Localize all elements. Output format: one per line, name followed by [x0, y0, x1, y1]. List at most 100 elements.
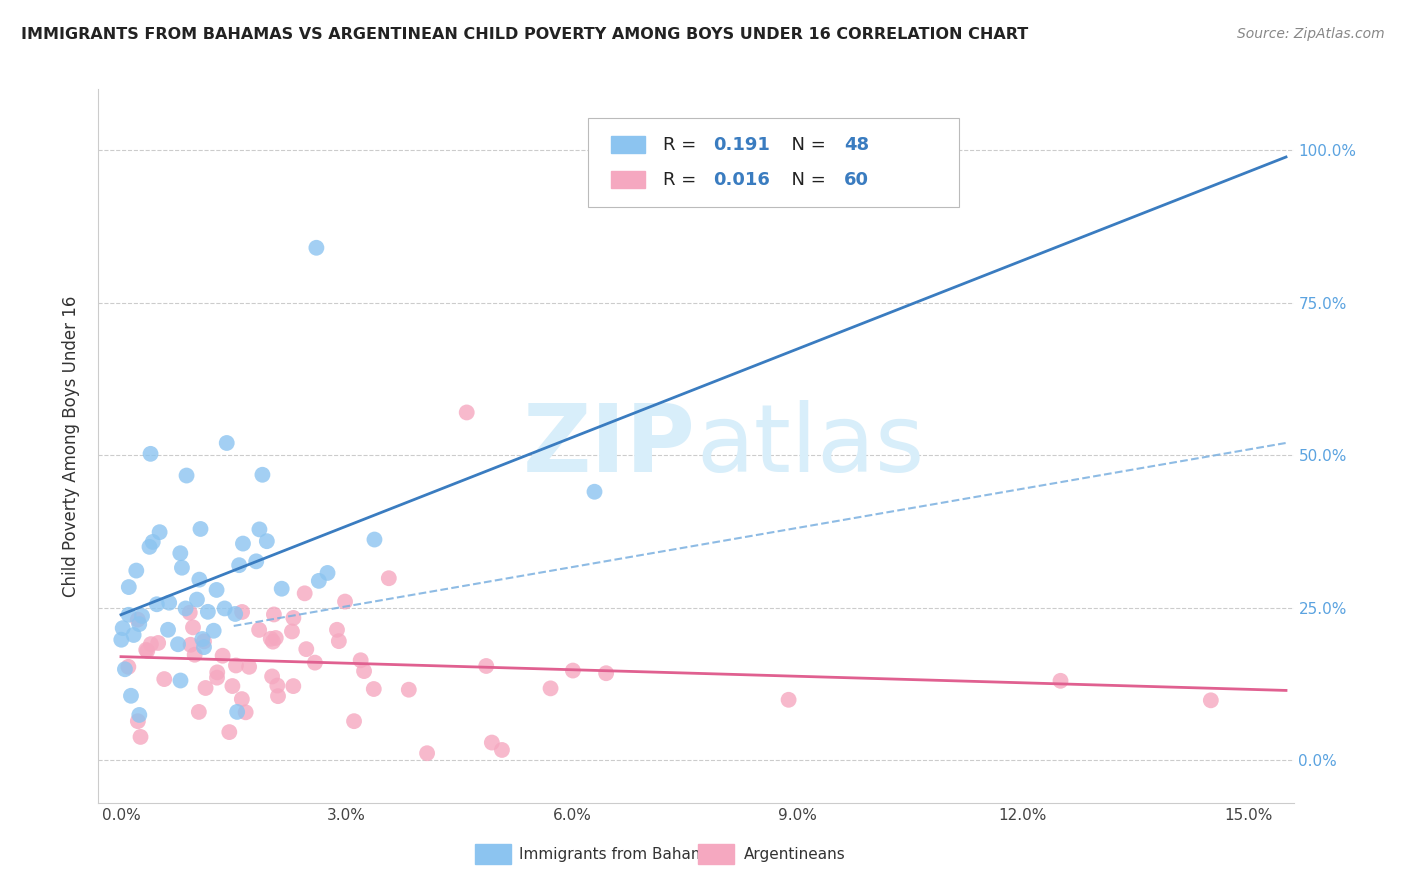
- Point: [111, 621, 134, 635]
- Point: [363, 681, 385, 696]
- Point: [231, 692, 253, 706]
- Point: [205, 671, 228, 685]
- Point: [122, 628, 145, 642]
- Point: [176, 468, 198, 483]
- Point: [295, 642, 318, 657]
- Point: [110, 632, 132, 647]
- Point: [191, 632, 214, 646]
- Point: [326, 623, 349, 637]
- Point: [179, 606, 201, 620]
- Point: [316, 566, 339, 580]
- Point: [157, 623, 180, 637]
- Point: [170, 560, 193, 574]
- Point: [456, 405, 478, 419]
- Point: [205, 582, 228, 597]
- Point: [187, 705, 209, 719]
- Point: [583, 484, 606, 499]
- Point: [475, 659, 498, 673]
- Point: [232, 536, 254, 550]
- Point: [266, 679, 288, 693]
- Point: [135, 642, 157, 657]
- Point: [114, 662, 136, 676]
- Point: [363, 533, 385, 547]
- Point: [245, 554, 267, 568]
- FancyBboxPatch shape: [589, 118, 959, 207]
- Point: [125, 564, 148, 578]
- Point: [174, 601, 197, 615]
- Point: [328, 634, 350, 648]
- Point: [186, 592, 208, 607]
- Point: [181, 620, 204, 634]
- Point: [491, 743, 513, 757]
- Point: [263, 607, 285, 622]
- Point: [1049, 673, 1071, 688]
- Point: [118, 580, 141, 594]
- Text: R =: R =: [662, 136, 702, 153]
- Point: [262, 669, 284, 683]
- Point: [167, 637, 190, 651]
- Point: [127, 613, 149, 627]
- Point: [142, 535, 165, 549]
- Point: [224, 607, 246, 621]
- Point: [561, 664, 583, 678]
- Point: [264, 631, 287, 645]
- Point: [139, 637, 162, 651]
- Point: [129, 730, 152, 744]
- Point: [218, 725, 240, 739]
- Bar: [475, 844, 510, 864]
- Point: [214, 601, 236, 615]
- Point: [207, 665, 229, 680]
- Point: [283, 679, 305, 693]
- Point: [146, 636, 169, 650]
- Point: [211, 648, 233, 663]
- Point: [169, 546, 191, 560]
- Point: [252, 467, 274, 482]
- Point: [281, 624, 304, 639]
- Point: [157, 596, 180, 610]
- Text: ZIP: ZIP: [523, 400, 696, 492]
- Point: [153, 672, 176, 686]
- Point: [193, 634, 215, 648]
- Point: [127, 714, 149, 729]
- Text: 0.191: 0.191: [713, 136, 769, 153]
- Point: [117, 607, 139, 622]
- Point: [193, 640, 215, 654]
- Point: [190, 522, 212, 536]
- Point: [260, 632, 283, 646]
- Point: [283, 611, 305, 625]
- Point: [180, 638, 202, 652]
- Point: [294, 586, 316, 600]
- Text: Immigrants from Bahamas: Immigrants from Bahamas: [519, 847, 723, 862]
- Point: [194, 681, 217, 695]
- Text: Argentineans: Argentineans: [744, 847, 845, 862]
- Point: [225, 658, 247, 673]
- Text: N =: N =: [780, 136, 831, 153]
- Point: [169, 673, 191, 688]
- Point: [378, 571, 401, 585]
- Text: R =: R =: [662, 171, 702, 189]
- Point: [595, 666, 617, 681]
- Point: [226, 705, 249, 719]
- Point: [308, 574, 330, 588]
- Text: N =: N =: [780, 171, 831, 189]
- Point: [117, 660, 139, 674]
- Point: [350, 653, 373, 667]
- Bar: [699, 844, 734, 864]
- Text: IMMIGRANTS FROM BAHAMAS VS ARGENTINEAN CHILD POVERTY AMONG BOYS UNDER 16 CORRELA: IMMIGRANTS FROM BAHAMAS VS ARGENTINEAN C…: [21, 27, 1028, 42]
- Point: [304, 656, 326, 670]
- Point: [398, 682, 420, 697]
- Point: [416, 746, 439, 760]
- Text: 60: 60: [844, 171, 869, 189]
- Point: [267, 689, 290, 703]
- Point: [215, 436, 238, 450]
- Point: [131, 609, 153, 624]
- Point: [231, 605, 253, 619]
- Point: [1199, 693, 1222, 707]
- Point: [120, 689, 142, 703]
- Point: [221, 679, 243, 693]
- Point: [149, 525, 172, 540]
- Point: [256, 534, 278, 549]
- Text: Source: ZipAtlas.com: Source: ZipAtlas.com: [1237, 27, 1385, 41]
- Point: [343, 714, 366, 728]
- Point: [188, 573, 211, 587]
